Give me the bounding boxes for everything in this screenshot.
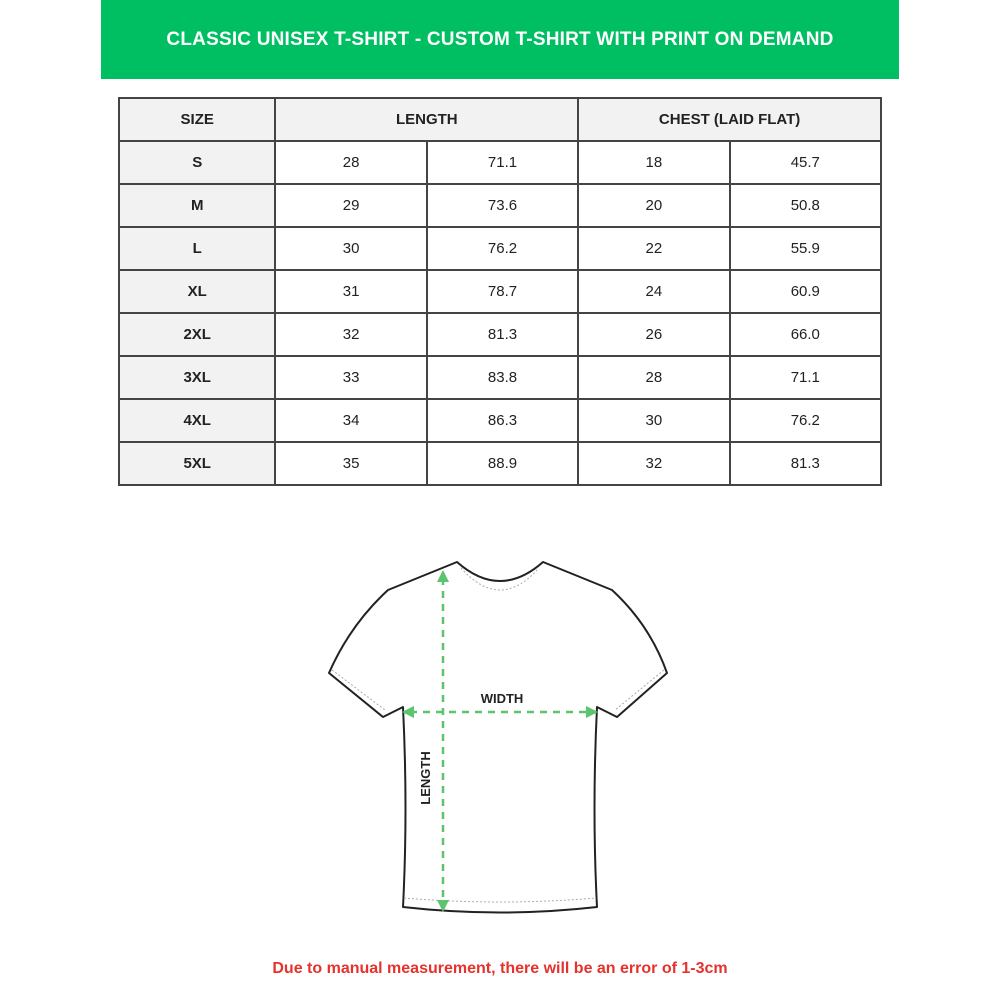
header-size: SIZE <box>117 97 277 142</box>
width-label: WIDTH <box>481 691 524 706</box>
arrow-heads <box>402 570 598 912</box>
page-title: CLASSIC UNISEX T-SHIRT - CUSTOM T-SHIRT … <box>166 28 834 50</box>
chest-inches-cell: 28 <box>577 355 731 400</box>
chest-inches-cell: 30 <box>577 398 731 443</box>
length-inches-cell: 34 <box>274 398 428 443</box>
length-cm-cell: 73.6 <box>425 183 580 228</box>
size-cell: 4XL <box>117 398 277 443</box>
chest-inches-cell: 26 <box>577 312 731 357</box>
title-banner: CLASSIC UNISEX T-SHIRT - CUSTOM T-SHIRT … <box>101 0 899 79</box>
length-cm-cell: 81.3 <box>425 312 580 357</box>
length-cm-cell: 88.9 <box>425 441 580 486</box>
chest-inches-cell: 32 <box>577 441 731 486</box>
header-length: LENGTH <box>274 97 580 142</box>
size-cell: 3XL <box>117 355 277 400</box>
chest-cm-cell: 76.2 <box>728 398 883 443</box>
table-row: 5XL 35 88.9 32 81.3 <box>117 441 883 486</box>
tshirt-outline <box>328 561 668 914</box>
size-chart-table: SIZE LENGTH CHEST (LAID FLAT) S 28 71.1 18 4… <box>117 97 883 486</box>
length-inches-cell: 28 <box>274 140 428 185</box>
table-row: S 28 71.1 18 45.7 <box>117 140 883 185</box>
length-cm-cell: 78.7 <box>425 269 580 314</box>
chest-cm-cell: 60.9 <box>728 269 883 314</box>
size-cell: L <box>117 226 277 271</box>
length-cm-cell: 86.3 <box>425 398 580 443</box>
length-inches-cell: 31 <box>274 269 428 314</box>
length-inches-cell: 30 <box>274 226 428 271</box>
size-cell: M <box>117 183 277 228</box>
table-row: 2XL 32 81.3 26 66.0 <box>117 312 883 357</box>
chest-cm-cell: 50.8 <box>728 183 883 228</box>
chest-cm-cell: 45.7 <box>728 140 883 185</box>
tshirt-stitching <box>331 567 665 903</box>
table-row: M 29 73.6 20 50.8 <box>117 183 883 228</box>
length-cm-cell: 83.8 <box>425 355 580 400</box>
chest-cm-cell: 81.3 <box>728 441 883 486</box>
length-inches-cell: 29 <box>274 183 428 228</box>
size-cell: S <box>117 140 277 185</box>
size-cell: XL <box>117 269 277 314</box>
table-row: L 30 76.2 22 55.9 <box>117 226 883 271</box>
table-row: 4XL 34 86.3 30 76.2 <box>117 398 883 443</box>
table-header-row: SIZE LENGTH CHEST (LAID FLAT) <box>117 97 882 142</box>
header-chest: CHEST (LAID FLAT) <box>577 97 882 142</box>
length-cm-cell: 76.2 <box>425 226 580 271</box>
chest-cm-cell: 71.1 <box>728 355 883 400</box>
length-label: LENGTH <box>418 751 433 804</box>
chest-inches-cell: 20 <box>577 183 731 228</box>
length-arrow <box>410 578 590 902</box>
chest-inches-cell: 24 <box>577 269 731 314</box>
size-cell: 2XL <box>117 312 277 357</box>
chest-cm-cell: 55.9 <box>728 226 883 271</box>
table-row: 3XL 33 83.8 28 71.1 <box>117 355 883 400</box>
length-inches-cell: 32 <box>274 312 428 357</box>
chest-inches-cell: 22 <box>577 226 731 271</box>
table-row: XL 31 78.7 24 60.9 <box>117 269 883 314</box>
length-inches-cell: 33 <box>274 355 428 400</box>
chest-inches-cell: 18 <box>577 140 731 185</box>
measurement-note: Due to manual measurement, there will be… <box>272 960 728 977</box>
chest-cm-cell: 66.0 <box>728 312 883 357</box>
length-inches-cell: 35 <box>274 441 428 486</box>
size-cell: 5XL <box>117 441 277 486</box>
length-cm-cell: 71.1 <box>425 140 580 185</box>
